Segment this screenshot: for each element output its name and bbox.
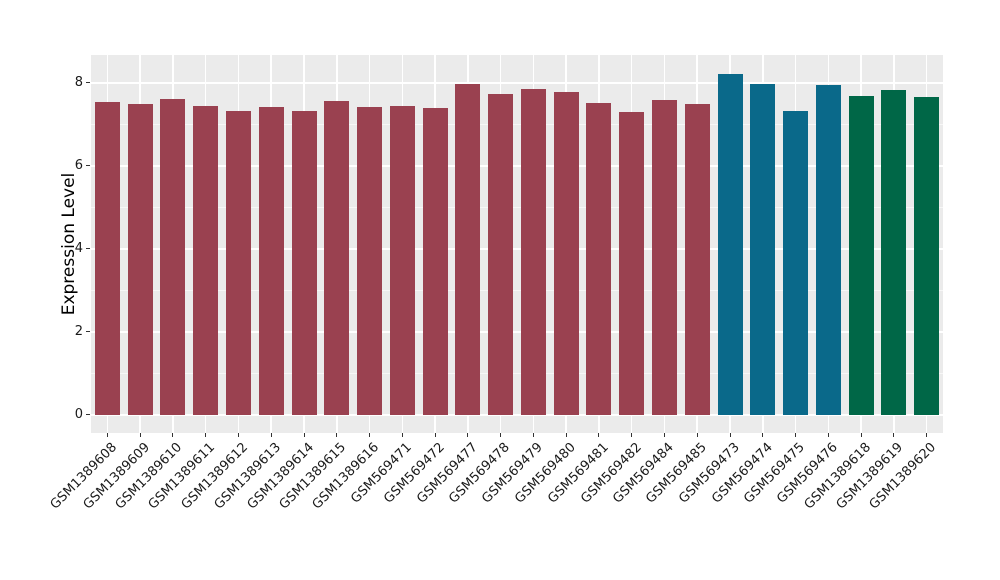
x-tick-mark [926,433,928,437]
bar-GSM569479 [520,89,546,415]
bar-GSM569480 [553,91,579,415]
bar-GSM569477 [455,84,481,415]
y-tick-mark [86,165,90,167]
y-tick-label: 6 [74,158,83,174]
bar-GSM1389618 [848,96,874,415]
x-tick-mark [729,433,731,437]
x-tick-mark [565,433,567,437]
y-tick-mark [86,248,90,250]
x-tick-mark [532,433,534,437]
bar-GSM1389611 [193,105,219,415]
bar-GSM569474 [750,84,776,415]
x-tick-mark [270,433,272,437]
y-tick-label: 0 [74,407,83,423]
y-tick-label: 2 [74,324,83,340]
x-tick-mark [303,433,305,437]
x-tick-mark [860,433,862,437]
y-tick-mark [86,414,90,416]
x-tick-mark [467,433,469,437]
bar-GSM569472 [422,107,448,415]
x-tick-mark [205,433,207,437]
gridline-major [91,165,943,167]
bar-GSM569481 [586,102,612,415]
bar-GSM569485 [684,103,710,415]
bar-GSM1389612 [225,110,251,415]
x-tick-mark [827,433,829,437]
bar-GSM569475 [783,110,809,415]
gridline-major [91,82,943,84]
gridline-minor [91,206,943,208]
y-tick-mark [86,331,90,333]
x-tick-mark [631,433,633,437]
x-tick-mark [369,433,371,437]
x-tick-mark [500,433,502,437]
bar-GSM1389620 [914,97,940,415]
bar-GSM1389610 [160,99,186,415]
bar-GSM1389614 [291,111,317,415]
bar-GSM569484 [651,100,677,415]
bar-GSM569478 [488,94,514,415]
gridline-minor [91,289,943,291]
bar-GSM1389615 [324,101,350,415]
bar-GSM569476 [815,84,841,415]
x-tick-mark [172,433,174,437]
bar-GSM1389613 [258,107,284,415]
bar-GSM569473 [717,73,743,415]
bar-GSM1389616 [357,106,383,415]
x-tick-mark [696,433,698,437]
gridline-major [91,331,943,333]
plot-panel [91,55,943,433]
bar-GSM1389609 [127,104,153,415]
x-tick-mark [237,433,239,437]
bar-GSM1389619 [881,89,907,415]
x-tick-mark [762,433,764,437]
y-tick-mark [86,82,90,84]
y-tick-label: 8 [74,75,83,91]
x-tick-mark [598,433,600,437]
x-tick-mark [336,433,338,437]
x-tick-mark [795,433,797,437]
gridline-minor [91,123,943,125]
gridline-major [91,248,943,250]
x-tick-mark [434,433,436,437]
x-tick-mark [139,433,141,437]
y-tick-label: 4 [74,241,83,257]
bar-GSM569482 [619,111,645,415]
gridline-major [91,414,943,416]
x-tick-mark [893,433,895,437]
x-tick-mark [401,433,403,437]
bar-GSM569471 [389,106,415,415]
gridline-minor [91,372,943,374]
x-tick-mark [663,433,665,437]
x-tick-mark [106,433,108,437]
bar-GSM1389608 [94,102,120,415]
